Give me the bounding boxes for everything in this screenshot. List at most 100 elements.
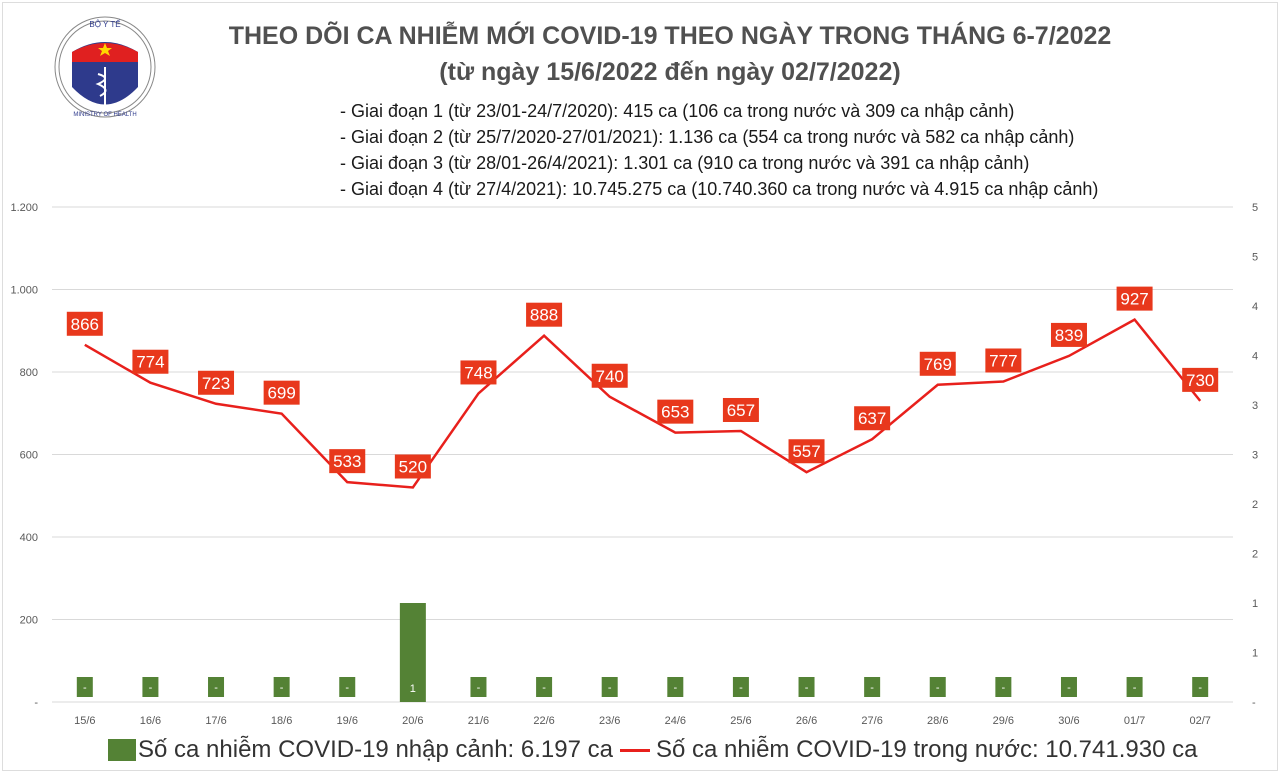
bar-label: - bbox=[1133, 682, 1137, 694]
right-axis-tick: 4 bbox=[1252, 301, 1258, 313]
data-label-box bbox=[460, 360, 497, 385]
data-label: 774 bbox=[136, 353, 164, 372]
left-axis-tick: - bbox=[34, 697, 38, 709]
bar-label-box bbox=[273, 677, 290, 697]
x-axis-tick: 18/6 bbox=[271, 715, 292, 727]
note-line: - Giai đoạn 2 (từ 25/7/2020-27/01/2021):… bbox=[340, 127, 1075, 147]
right-axis-tick: 3 bbox=[1252, 450, 1258, 462]
bar-label-box bbox=[667, 677, 684, 697]
data-label-box bbox=[1182, 367, 1219, 392]
right-axis-tick: 1 bbox=[1252, 598, 1258, 610]
x-axis-tick: 02/7 bbox=[1189, 715, 1210, 727]
data-label: 927 bbox=[1120, 290, 1148, 309]
data-label-box bbox=[66, 311, 103, 336]
x-axis-tick: 26/6 bbox=[796, 715, 817, 727]
legend-line-swatch bbox=[620, 748, 650, 752]
data-label: 533 bbox=[333, 452, 361, 471]
data-label-box bbox=[788, 439, 825, 464]
left-axis-tick: 1.000 bbox=[10, 285, 38, 297]
left-axis-tick: 400 bbox=[20, 532, 38, 544]
bar-label-box bbox=[929, 677, 946, 697]
x-axis-tick: 27/6 bbox=[861, 715, 882, 727]
bar-label: - bbox=[542, 682, 546, 694]
legend-bar-swatch bbox=[108, 739, 136, 761]
right-axis-tick: 1 bbox=[1252, 648, 1258, 660]
notes: - Giai đoạn 1 (từ 23/01-24/7/2020): 415 … bbox=[340, 98, 1098, 202]
bar-label: 1 bbox=[410, 683, 416, 695]
legend-bar-label: Số ca nhiễm COVID-19 nhập cảnh: 6.197 ca bbox=[138, 736, 613, 763]
bar-label-box bbox=[864, 677, 881, 697]
data-label-box bbox=[1116, 286, 1153, 311]
data-label-box bbox=[394, 454, 431, 479]
bar bbox=[399, 603, 426, 702]
right-axis-tick: 3 bbox=[1252, 400, 1258, 412]
legend-line-label: Số ca nhiễm COVID-19 trong nước: 10.741.… bbox=[656, 736, 1198, 763]
right-axis-tick: - bbox=[1252, 697, 1256, 709]
legend-bar: Số ca nhiễm COVID-19 nhập cảnh: 6.197 ca bbox=[108, 736, 613, 764]
x-axis-tick: 29/6 bbox=[993, 715, 1014, 727]
line-series bbox=[84, 318, 1202, 489]
data-label: 723 bbox=[202, 374, 230, 393]
right-axis-tick: 4 bbox=[1252, 351, 1258, 363]
data-label-box bbox=[263, 380, 300, 405]
right-axis-tick: 2 bbox=[1252, 549, 1258, 561]
data-label: 637 bbox=[858, 409, 886, 428]
bar-label: - bbox=[83, 682, 87, 694]
data-label: 769 bbox=[924, 355, 952, 374]
x-axis-tick: 28/6 bbox=[927, 715, 948, 727]
note-line: - Giai đoạn 3 (từ 28/01-26/4/2021): 1.30… bbox=[340, 153, 1030, 173]
x-axis-tick: 23/6 bbox=[599, 715, 620, 727]
data-label: 839 bbox=[1055, 326, 1083, 345]
bar-label-box bbox=[76, 677, 93, 697]
data-label-box bbox=[132, 349, 169, 374]
bar-label-box bbox=[995, 677, 1012, 697]
note-line: - Giai đoạn 1 (từ 23/01-24/7/2020): 415 … bbox=[340, 101, 1015, 121]
data-label: 657 bbox=[727, 401, 755, 420]
left-axis-tick: 800 bbox=[20, 367, 38, 379]
left-axis-tick: 600 bbox=[20, 450, 38, 462]
bar-label: - bbox=[870, 682, 874, 694]
x-axis-tick: 20/6 bbox=[402, 715, 423, 727]
x-axis-tick: 15/6 bbox=[74, 715, 95, 727]
data-label: 748 bbox=[464, 363, 492, 382]
data-label: 740 bbox=[596, 367, 624, 386]
data-label-box bbox=[722, 397, 759, 422]
x-axis-tick: 22/6 bbox=[533, 715, 554, 727]
data-label-box bbox=[854, 406, 891, 431]
bar-label-box bbox=[470, 677, 487, 697]
data-label: 888 bbox=[530, 306, 558, 325]
data-label-box bbox=[591, 363, 628, 388]
x-axis-tick: 19/6 bbox=[337, 715, 358, 727]
data-label: 653 bbox=[661, 403, 689, 422]
data-label-box bbox=[1050, 322, 1087, 347]
bar-label: - bbox=[1002, 682, 1006, 694]
bar-label: - bbox=[1067, 682, 1071, 694]
bar-label: - bbox=[608, 682, 612, 694]
bar-label-box bbox=[798, 677, 815, 697]
note-line: - Giai đoạn 4 (từ 27/4/2021): 10.745.275… bbox=[340, 179, 1099, 199]
data-label: 520 bbox=[399, 458, 427, 477]
data-label-box bbox=[329, 449, 366, 474]
data-label: 730 bbox=[1186, 371, 1214, 390]
bar-label: - bbox=[1198, 682, 1202, 694]
ministry-of-health-logo: BỘ Y TẾ MINISTRY OF HEALTH bbox=[54, 16, 156, 118]
bar-label-box bbox=[1060, 677, 1077, 697]
bar-label: - bbox=[673, 682, 677, 694]
data-label-box bbox=[985, 348, 1022, 373]
data-label-box bbox=[198, 370, 235, 395]
right-axis-tick: 2 bbox=[1252, 499, 1258, 511]
bar-label: - bbox=[214, 682, 218, 694]
right-axis-tick: 5 bbox=[1252, 202, 1258, 214]
bar-label-box bbox=[601, 677, 618, 697]
right-axis-tick: 5 bbox=[1252, 252, 1258, 264]
bar-label: - bbox=[345, 682, 349, 694]
left-axis-tick: 1.200 bbox=[10, 202, 38, 214]
x-axis-tick: 17/6 bbox=[205, 715, 226, 727]
data-label: 866 bbox=[71, 315, 99, 334]
bar-label-box bbox=[536, 677, 553, 697]
bar-label-box bbox=[208, 677, 225, 697]
legend-line: Số ca nhiễm COVID-19 trong nước: 10.741.… bbox=[620, 736, 1197, 764]
x-axis-tick: 16/6 bbox=[140, 715, 161, 727]
data-label-box bbox=[657, 399, 694, 424]
